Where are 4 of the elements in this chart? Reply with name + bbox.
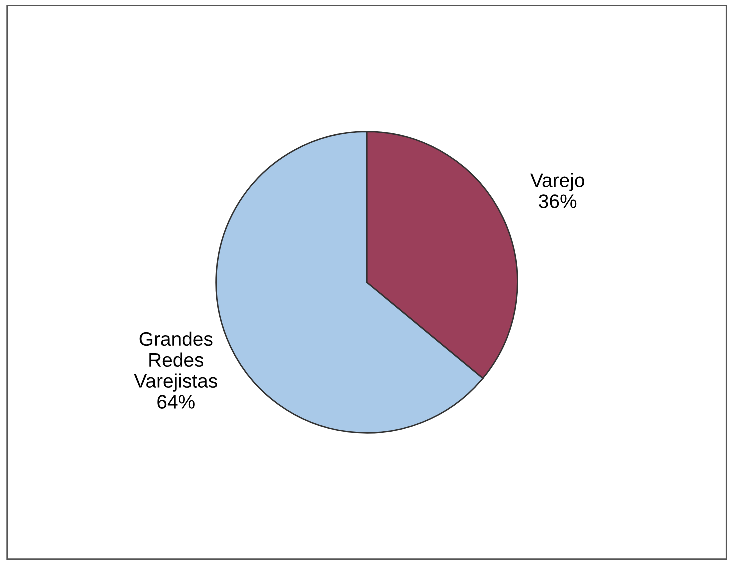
data-label: 36%: [539, 194, 577, 208]
data-label: 64%: [158, 395, 195, 409]
slice-label: Varejo: [530, 173, 584, 192]
slice-label: Grandes Redes Varejistas: [134, 332, 218, 392]
